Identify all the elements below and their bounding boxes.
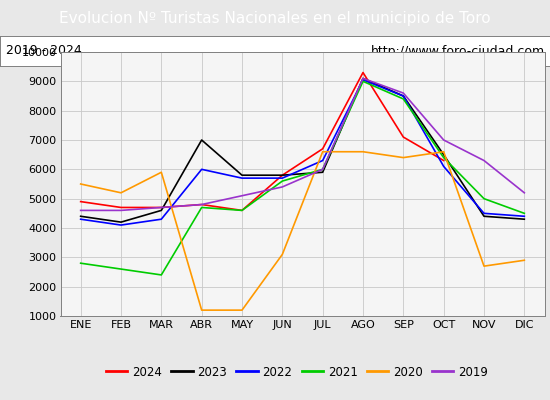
Text: http://www.foro-ciudad.com: http://www.foro-ciudad.com [370,44,544,58]
Text: 2019 - 2024: 2019 - 2024 [6,44,81,58]
Text: Evolucion Nº Turistas Nacionales en el municipio de Toro: Evolucion Nº Turistas Nacionales en el m… [59,10,491,26]
Legend: 2024, 2023, 2022, 2021, 2020, 2019: 2024, 2023, 2022, 2021, 2020, 2019 [101,361,493,383]
